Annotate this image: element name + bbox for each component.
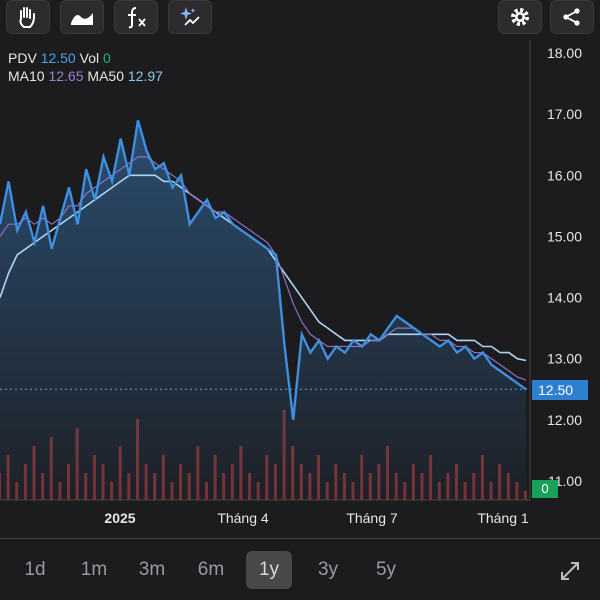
y-axis-label: 15.00 xyxy=(547,228,582,244)
share-icon xyxy=(563,8,580,26)
vol-value: 0 xyxy=(102,50,111,66)
time-range-bar: 1d 1m 3m 6m 1y 3y 5y xyxy=(0,538,600,600)
y-axis-label: 17.00 xyxy=(547,106,582,122)
range-3y[interactable]: 3y xyxy=(317,559,339,580)
hand-gesture-icon xyxy=(19,7,35,28)
expand-icon[interactable] xyxy=(558,559,582,583)
range-6m[interactable]: 6m xyxy=(197,559,225,580)
x-axis-label: Tháng 7 xyxy=(346,510,398,526)
symbol-label: PDV xyxy=(8,50,37,66)
last-price-badge: 12.50 xyxy=(532,380,588,400)
range-5y[interactable]: 5y xyxy=(375,559,397,580)
price-line xyxy=(0,119,527,421)
legend-row-2: MA10 12.65 MA50 12.97 xyxy=(8,68,163,84)
gear-icon xyxy=(511,8,529,26)
ai-button[interactable] xyxy=(168,0,212,34)
y-axis-label: 12.00 xyxy=(547,412,582,428)
ma10-label: MA10 xyxy=(8,68,45,84)
vol-label: Vol xyxy=(79,50,100,66)
ma10-line xyxy=(0,156,527,381)
ma50-label: MA50 xyxy=(87,68,124,84)
range-1d[interactable]: 1d xyxy=(24,559,46,580)
x-axis-label: Tháng 1 xyxy=(477,510,529,526)
range-1m[interactable]: 1m xyxy=(80,559,108,580)
settings-button[interactable] xyxy=(498,0,542,34)
ma10-value: 12.65 xyxy=(48,68,84,84)
y-axis-label: 18.00 xyxy=(547,45,582,61)
price-value: 12.50 xyxy=(40,50,76,66)
y-axis-label: 14.00 xyxy=(547,290,582,306)
y-axis-label: 13.00 xyxy=(547,351,582,367)
gesture-button[interactable] xyxy=(6,0,50,34)
range-1y[interactable]: 1y xyxy=(246,551,292,589)
x-axis-label: 2025 xyxy=(104,510,135,526)
x-axis-labels: 2025 Tháng 4 Tháng 7 Tháng 1 xyxy=(104,510,528,526)
price-area xyxy=(0,120,526,501)
ma50-value: 12.97 xyxy=(127,68,163,84)
chart-type-button[interactable] xyxy=(60,0,104,34)
x-axis-label: Tháng 4 xyxy=(217,510,269,526)
y-axis-label: 16.00 xyxy=(547,167,582,183)
share-button[interactable] xyxy=(550,0,594,34)
indicators-button[interactable] xyxy=(114,0,158,34)
legend-row-1: PDV 12.50 Vol 0 xyxy=(8,50,111,66)
magic-sparkle-icon xyxy=(180,7,200,26)
range-3m[interactable]: 3m xyxy=(138,559,166,580)
function-fx-icon xyxy=(128,7,146,29)
area-chart-icon xyxy=(71,13,93,25)
price-chart[interactable]: 18.0017.0016.0015.0014.0013.0012.0011.00… xyxy=(0,0,600,530)
volume-badge: 0 xyxy=(532,480,558,498)
